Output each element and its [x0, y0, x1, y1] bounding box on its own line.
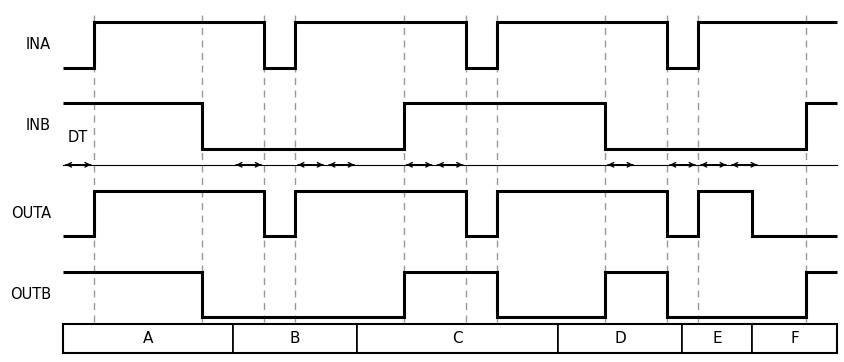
Text: C: C: [452, 331, 463, 346]
Text: OUTB: OUTB: [10, 287, 51, 302]
Text: A: A: [143, 331, 153, 346]
Bar: [233, 324, 357, 353]
Bar: [357, 324, 559, 353]
Bar: [559, 324, 683, 353]
Bar: [62, 324, 233, 353]
Text: DT: DT: [68, 130, 89, 146]
Text: D: D: [614, 331, 626, 346]
Text: B: B: [289, 331, 300, 346]
Text: F: F: [790, 331, 799, 346]
Text: INB: INB: [26, 118, 51, 134]
Text: OUTA: OUTA: [11, 206, 51, 221]
Bar: [752, 324, 837, 353]
Bar: [62, 324, 837, 353]
Text: E: E: [712, 331, 722, 346]
Text: INA: INA: [26, 37, 51, 52]
Bar: [683, 324, 752, 353]
